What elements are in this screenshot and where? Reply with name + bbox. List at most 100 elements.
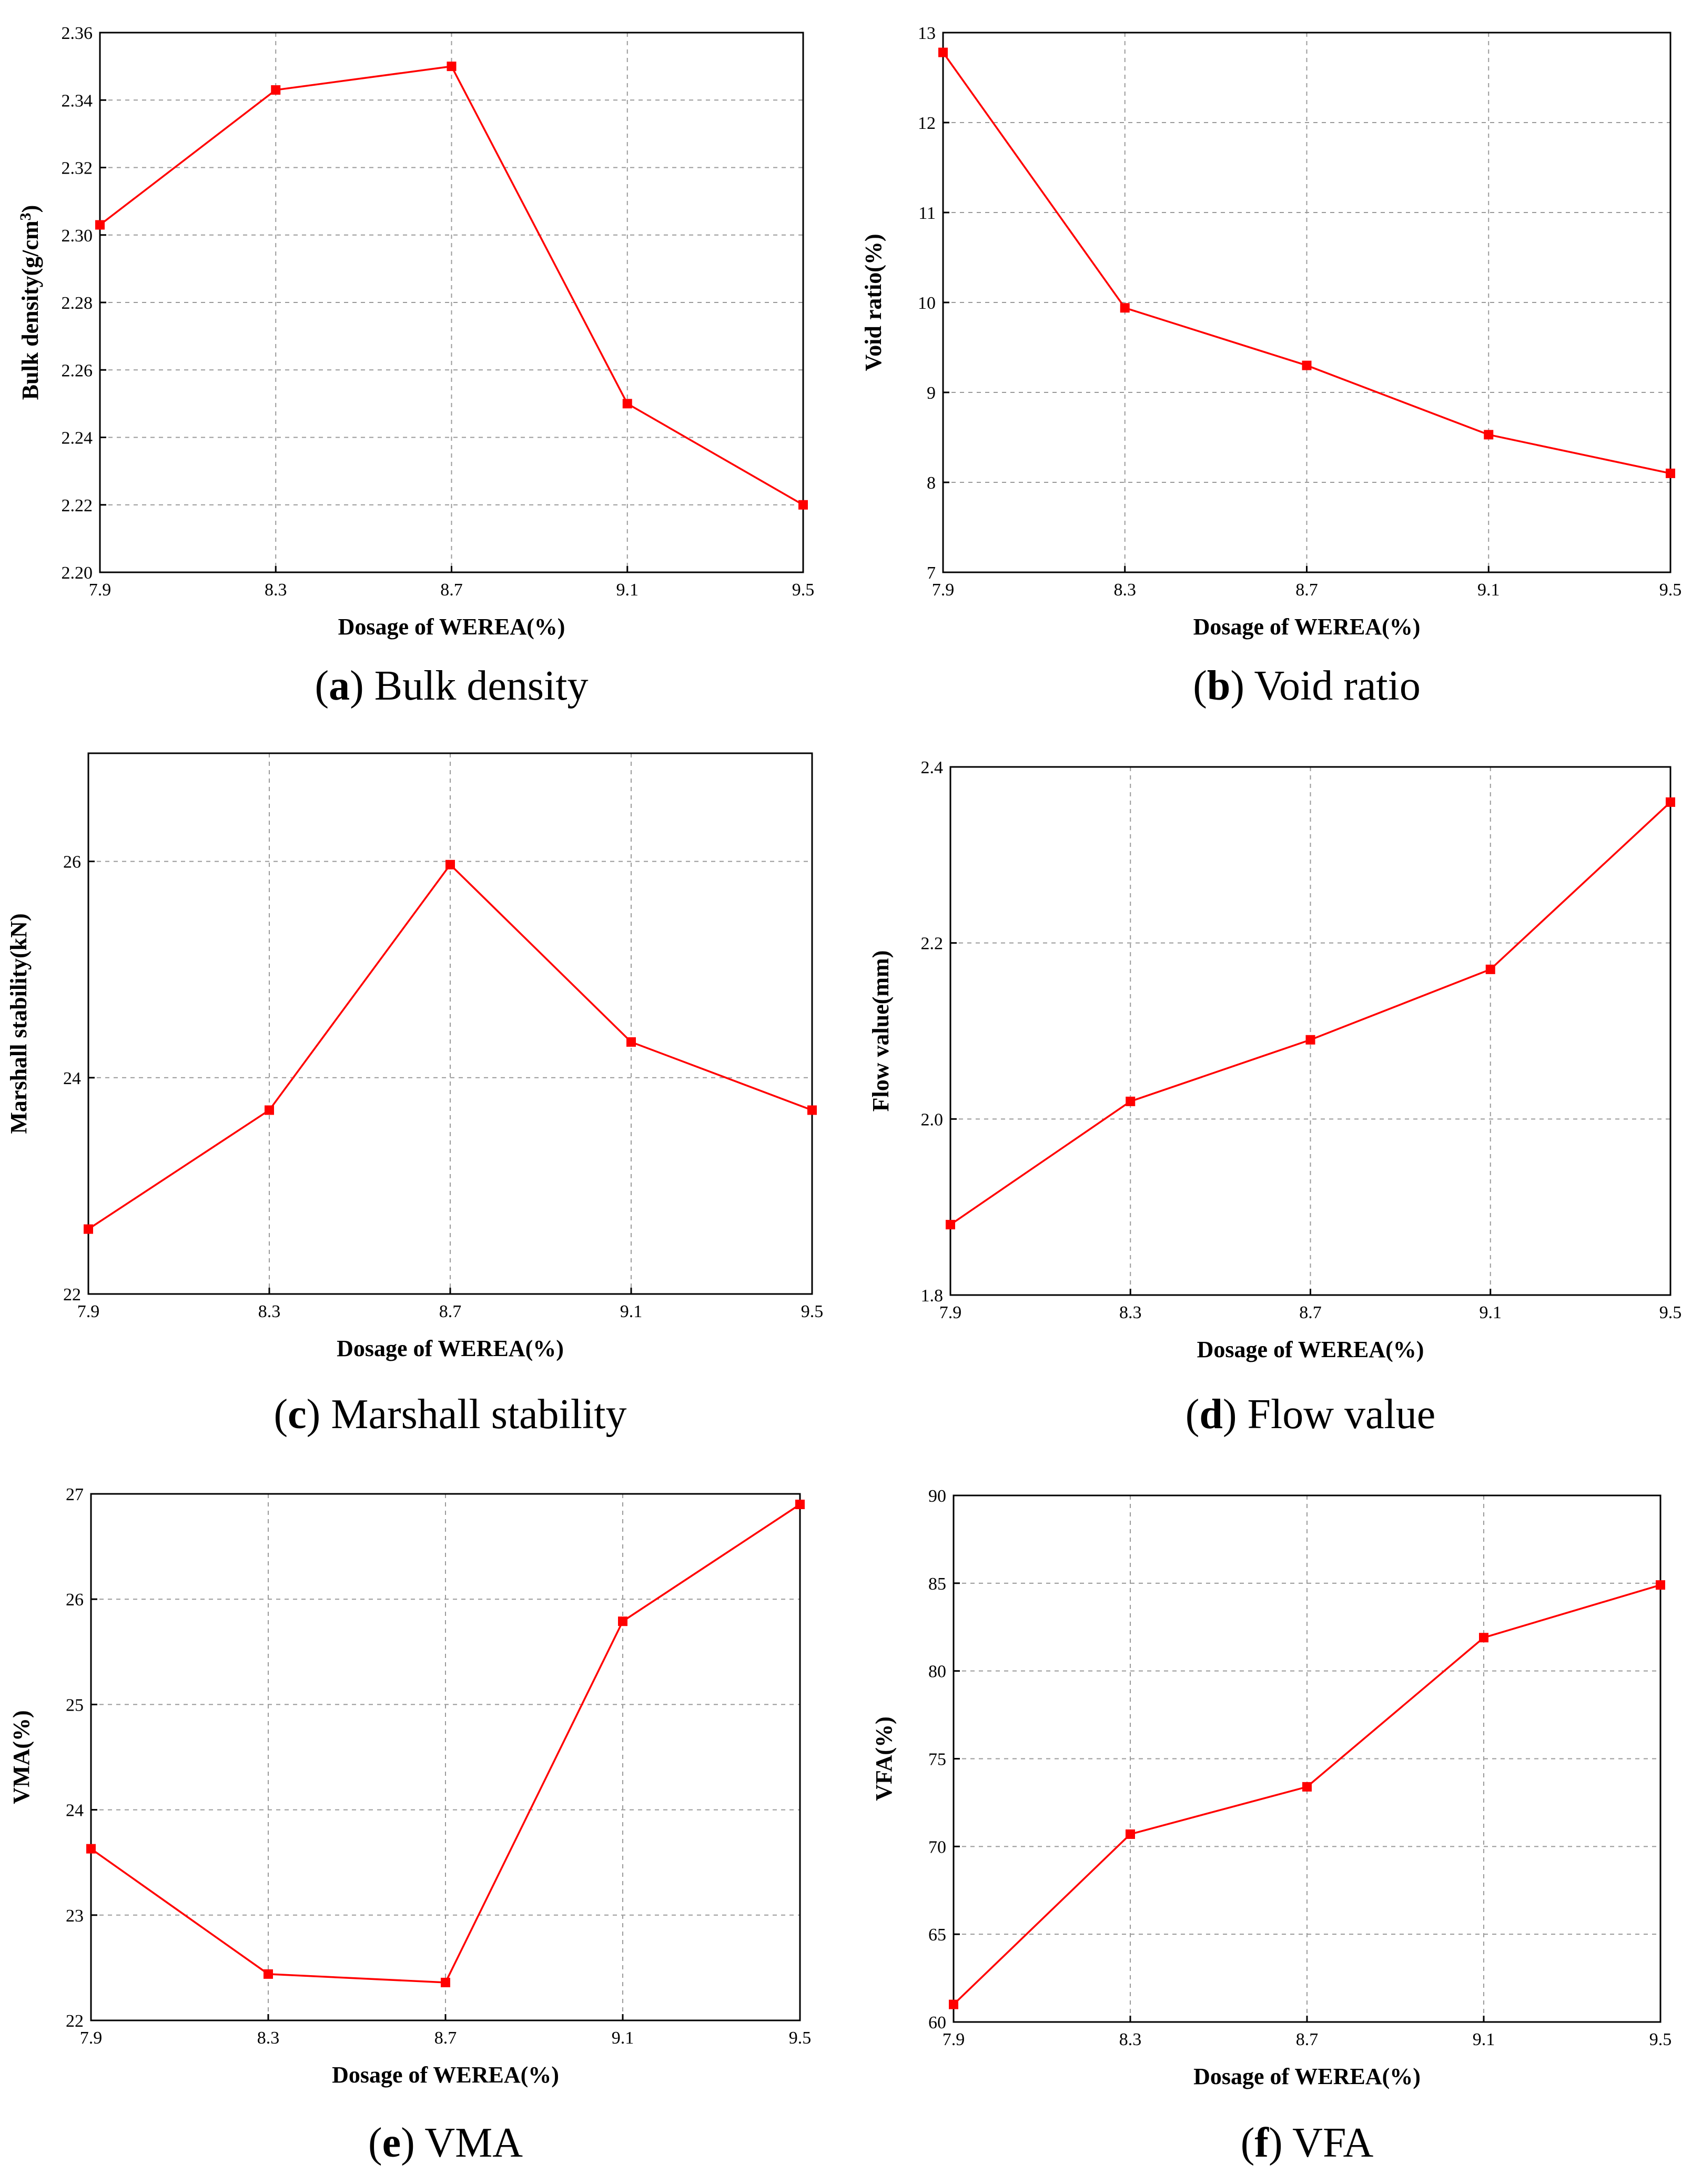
x-tick-label: 7.9	[943, 2030, 965, 2049]
x-tick-label: 8.3	[265, 580, 287, 600]
x-axis-title: Dosage of WEREA(%)	[1193, 2064, 1421, 2089]
y-tick-label: 70	[928, 1837, 946, 1857]
panel-f: 7.9 8.3 8.7 9.1 9.5 60 65 70 75 80 85 90 Dosage of W…	[871, 1487, 1671, 2166]
y-tick-label: 85	[928, 1574, 946, 1594]
panel-caption: (a) Bulk density	[315, 663, 589, 709]
data-point-marker	[1120, 303, 1130, 313]
data-point-marker	[1479, 1633, 1488, 1643]
x-tick-label: 8.3	[1119, 2030, 1142, 2049]
data-point-marker	[626, 1037, 636, 1047]
data-point-marker	[271, 85, 281, 95]
panel-c: 7.9 8.3 8.7 9.1 9.5 22 24 26 Dosage of WEREA(%) M…	[6, 752, 824, 1438]
x-tick-label: 8.7	[1296, 2030, 1319, 2049]
x-tick-label: 9.5	[789, 2028, 812, 2048]
data-point-marker	[807, 1105, 817, 1115]
x-axis-title: Dosage of WEREA(%)	[337, 1336, 564, 1361]
y-tick-label: 2.30	[62, 226, 93, 246]
panel-caption: (d) Flow value	[1186, 1391, 1436, 1438]
y-tick-label: 22	[63, 1285, 81, 1305]
data-point-marker	[1666, 468, 1675, 478]
y-tick-label: 65	[928, 1925, 946, 1945]
y-tick-label: 9	[927, 383, 936, 403]
data-point-marker	[441, 1977, 450, 1987]
y-tick-label: 2.34	[62, 91, 93, 110]
y-tick-label: 13	[918, 24, 936, 43]
data-point-marker	[938, 47, 948, 57]
data-point-marker	[1302, 1782, 1312, 1792]
data-point-marker	[264, 1969, 273, 1979]
data-point-marker	[1484, 430, 1494, 440]
y-tick-label: 2.0	[921, 1110, 944, 1129]
data-point-marker	[1126, 1096, 1136, 1106]
y-tick-label: 1.8	[921, 1286, 944, 1306]
panel-d: 7.9 8.3 8.7 9.1 9.5 1.8 2.0 2.2 2.4 Dosage of WER…	[868, 758, 1681, 1438]
y-tick-label: 22	[66, 2011, 84, 2031]
panel-e: 7.9 8.3 8.7 9.1 9.5 22 23 24 25 26 27 Dosage of WER…	[8, 1485, 811, 2166]
y-tick-label: 27	[66, 1485, 84, 1504]
data-point-marker	[265, 1105, 274, 1115]
x-tick-label: 9.5	[1659, 580, 1682, 600]
x-axis-title: Dosage of WEREA(%)	[332, 2062, 559, 2088]
x-tick-label: 8.7	[1295, 580, 1318, 600]
x-axis-title: Dosage of WEREA(%)	[338, 614, 565, 640]
y-axis-title: Void ratio(%)	[860, 234, 886, 371]
data-point-marker	[1302, 360, 1312, 370]
y-tick-label: 2.22	[62, 496, 93, 515]
y-tick-label: 2.32	[62, 159, 93, 178]
x-tick-label: 9.1	[1477, 580, 1500, 600]
data-point-marker	[447, 62, 457, 72]
y-tick-label: 90	[928, 1487, 946, 1506]
y-tick-label: 2.24	[62, 429, 93, 448]
data-point-marker	[1485, 964, 1495, 974]
y-tick-label: 24	[63, 1069, 81, 1088]
data-point-marker	[84, 1224, 93, 1234]
x-axis-title: Dosage of WEREA(%)	[1197, 1337, 1424, 1362]
y-axis-title: Marshall stability(kN)	[6, 913, 32, 1134]
y-tick-label: 25	[66, 1695, 84, 1715]
data-point-marker	[1666, 797, 1675, 807]
x-tick-label: 8.7	[439, 1302, 462, 1321]
data-point-marker	[1305, 1035, 1315, 1045]
data-point-marker	[95, 220, 105, 230]
panel-b: 7.9 8.3 8.7 9.1 9.5 7 8 9 10 11 12 13 Dosage of WERE…	[860, 24, 1681, 709]
x-axis-title: Dosage of WEREA(%)	[1193, 614, 1421, 640]
data-point-marker	[949, 1999, 958, 2009]
y-axis-title: Bulk density(g/cm3)	[17, 205, 43, 400]
y-tick-label: 12	[918, 114, 936, 133]
data-point-marker	[798, 500, 808, 510]
x-tick-label: 8.7	[434, 2028, 457, 2048]
y-tick-label: 10	[918, 294, 936, 313]
y-tick-label: 80	[928, 1662, 946, 1682]
x-tick-label: 9.1	[620, 1302, 643, 1321]
y-tick-label: 2.4	[921, 758, 944, 777]
y-tick-label: 7	[927, 563, 936, 583]
x-tick-label: 8.3	[1114, 580, 1137, 600]
x-tick-label: 8.3	[258, 1302, 281, 1321]
x-tick-label: 8.7	[440, 580, 463, 600]
x-tick-label: 8.3	[1119, 1303, 1142, 1322]
x-tick-label: 7.9	[80, 2028, 103, 2048]
panel-caption: (b) Void ratio	[1193, 663, 1421, 709]
data-point-marker	[445, 860, 455, 869]
x-tick-label: 9.1	[612, 2028, 634, 2048]
x-tick-label: 7.9	[939, 1303, 962, 1322]
y-tick-label: 2.28	[62, 294, 93, 313]
data-point-marker	[946, 1220, 955, 1230]
data-point-marker	[86, 1844, 96, 1854]
panel-caption: (e) VMA	[368, 2120, 523, 2166]
x-tick-label: 7.9	[77, 1302, 100, 1321]
y-tick-label: 8	[927, 473, 936, 493]
y-axis-title: VMA(%)	[8, 1710, 34, 1804]
data-point-marker	[622, 399, 632, 409]
y-axis-title: Flow value(mm)	[868, 951, 894, 1112]
x-tick-label: 9.5	[1649, 2030, 1672, 2049]
x-tick-label: 9.1	[1480, 1303, 1502, 1322]
data-point-marker	[1656, 1580, 1665, 1590]
x-tick-label: 7.9	[89, 580, 112, 600]
x-tick-label: 8.7	[1299, 1303, 1322, 1322]
x-tick-label: 9.1	[616, 580, 639, 600]
x-tick-label: 9.5	[801, 1302, 824, 1321]
y-tick-label: 60	[928, 2013, 946, 2033]
x-tick-label: 8.3	[257, 2028, 280, 2048]
